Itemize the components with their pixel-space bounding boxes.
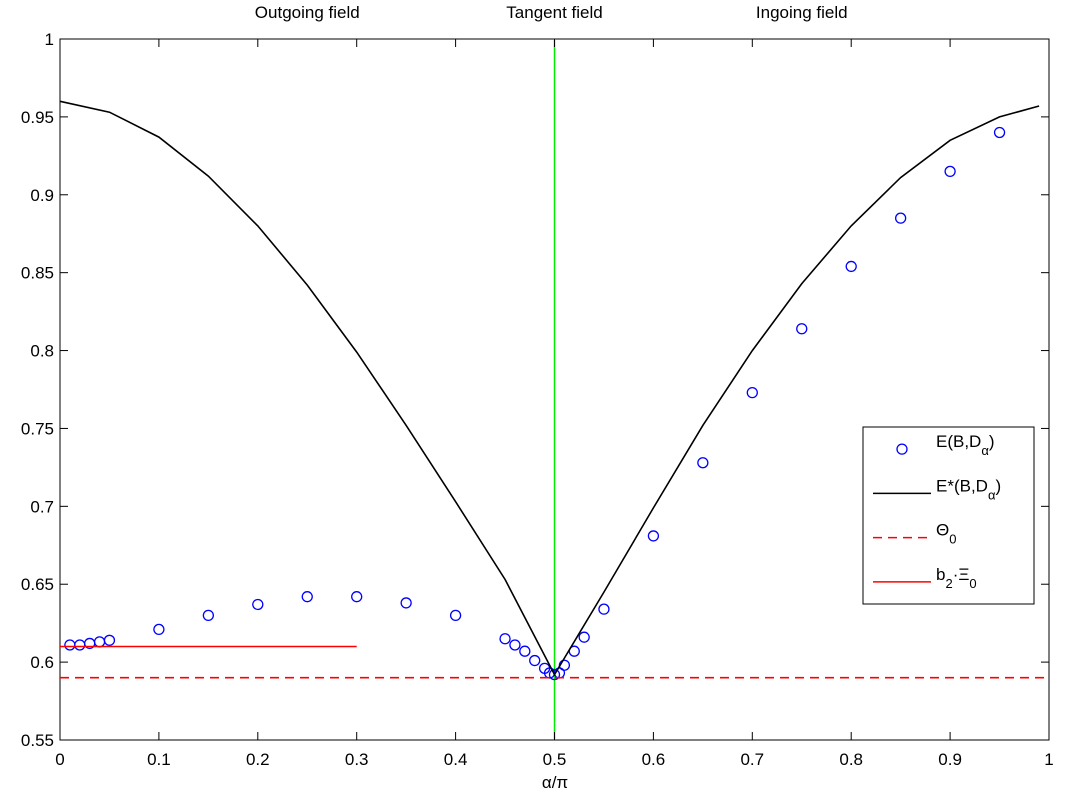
series-0-point — [944, 165, 956, 178]
y-tick-label: 0.65 — [21, 575, 54, 594]
legend-label: E(B,Dα) — [936, 432, 995, 458]
y-tick-label: 0.55 — [21, 731, 54, 750]
y-tick-label: 1 — [45, 30, 54, 49]
legend: E(B,Dα) E*(B,Dα) Θ0 b2·Ξ0 — [862, 426, 1035, 605]
series-layer — [59, 100, 1049, 681]
axes-ticks: 0 0.1 0.2 0.3 0.4 0.5 0.6 0.7 0.8 0.9 1 0.55 0.6 0.65… — [21, 30, 1054, 769]
series-0-point — [578, 631, 590, 643]
y-tick-label: 0.6 — [30, 653, 54, 672]
x-axis-label: α/π — [542, 773, 568, 792]
series-0-point — [746, 386, 758, 399]
series-0-point — [519, 645, 531, 657]
series-0-point — [449, 609, 462, 622]
legend-box — [862, 426, 1035, 605]
region-annotation: Outgoing field — [255, 3, 360, 22]
series-0-point — [499, 633, 511, 645]
y-tick-label: 0.8 — [30, 342, 54, 361]
x-tick-label: 0.9 — [938, 750, 962, 769]
series-0-point — [598, 603, 610, 615]
x-tick-label: 0 — [55, 750, 64, 769]
series-0-point — [103, 634, 116, 646]
series-0-point — [202, 609, 215, 622]
series-0-point — [529, 654, 541, 667]
x-tick-label: 0.8 — [839, 750, 863, 769]
x-tick-label: 1 — [1044, 750, 1053, 769]
region-annotation: Tangent field — [506, 3, 602, 22]
series-0-point — [697, 457, 709, 469]
series-0-point — [796, 323, 808, 335]
y-tick-label: 0.9 — [30, 186, 54, 205]
y-tick-label: 0.7 — [30, 497, 54, 516]
series-0-point — [351, 591, 363, 603]
series-0-point — [153, 623, 165, 636]
y-tick-label: 0.95 — [21, 108, 54, 127]
series-0-point — [647, 530, 660, 542]
x-tick-label: 0.6 — [642, 750, 666, 769]
legend-label: E*(B,Dα) — [936, 476, 1001, 502]
series-0-point — [548, 668, 561, 681]
series-0-point — [895, 212, 907, 224]
legend-swatch — [896, 443, 908, 455]
series-0-point — [252, 598, 264, 611]
legend-label: b2·Ξ0 — [936, 565, 977, 591]
y-tick-label: 0.85 — [21, 264, 54, 283]
series-0-point — [509, 639, 521, 651]
series-0-point — [400, 597, 412, 609]
x-tick-label: 0.4 — [444, 750, 468, 769]
series-1-line — [59, 100, 1040, 677]
series-0-point — [845, 260, 857, 273]
legend-label: Θ0 — [936, 521, 956, 547]
x-tick-label: 0.3 — [345, 750, 369, 769]
x-tick-label: 0.1 — [147, 750, 171, 769]
x-tick-label: 0.2 — [246, 750, 270, 769]
x-tick-label: 0.5 — [543, 750, 567, 769]
series-0-point — [993, 126, 1006, 139]
annotations: Outgoing field Tangent field Ingoing field — [255, 3, 848, 22]
y-tick-label: 0.75 — [21, 419, 54, 438]
x-tick-label: 0.7 — [740, 750, 764, 769]
region-annotation: Ingoing field — [756, 3, 848, 22]
series-0-point — [301, 591, 313, 603]
